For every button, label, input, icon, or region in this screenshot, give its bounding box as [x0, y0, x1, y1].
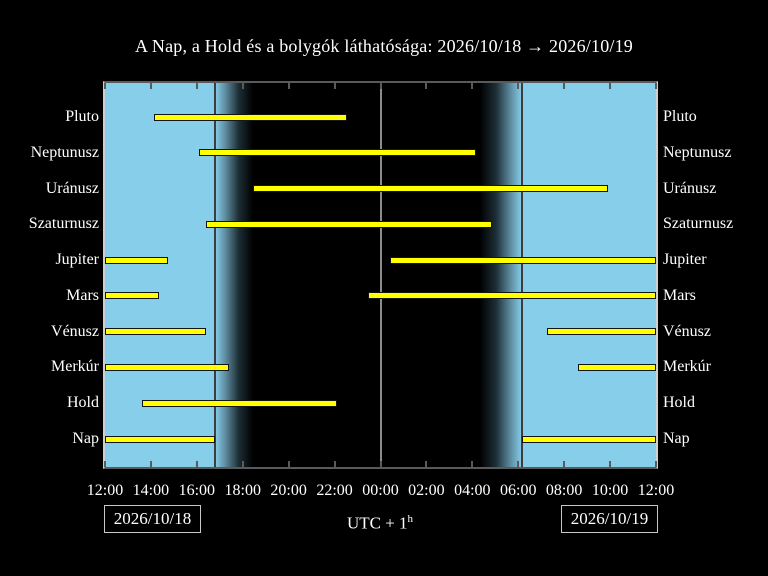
row-label-right-uránusz: Uránusz — [663, 179, 717, 197]
daylight-region-evening — [105, 83, 215, 467]
x-axis-tick-bottom — [379, 461, 382, 467]
row-label-right-hold: Hold — [663, 394, 695, 412]
row-label-left-neptunusz: Neptunusz — [30, 143, 99, 161]
visibility-bar-mars — [105, 292, 159, 300]
row-label-right-merkúr: Merkúr — [663, 358, 711, 376]
row-label-right-mars: Mars — [663, 286, 696, 304]
x-tick-label: 18:00 — [224, 482, 261, 499]
x-axis-tick-bottom — [655, 461, 657, 467]
x-tick-label: 12:00 — [637, 482, 675, 499]
row-label-right-nap: Nap — [663, 430, 690, 448]
x-axis-tick-bottom — [471, 461, 474, 467]
x-axis-tick-bottom — [149, 461, 152, 467]
row-label-left-vénusz: Vénusz — [51, 322, 99, 340]
row-label-right-neptunusz: Neptunusz — [663, 143, 732, 161]
row-label-left-jupiter: Jupiter — [55, 251, 99, 269]
dawn-twilight-gradient — [479, 83, 522, 467]
visibility-bar-pluto — [153, 113, 347, 121]
x-axis-tick-bottom — [241, 461, 244, 467]
x-tick-label: 16:00 — [178, 482, 216, 499]
row-label-left-hold: Hold — [67, 394, 99, 412]
visibility-bar-mars — [367, 292, 656, 300]
row-label-right-szaturnusz: Szaturnusz — [663, 215, 734, 233]
visibility-bar-merkúr — [577, 363, 656, 371]
x-tick-label: 02:00 — [408, 482, 445, 499]
x-axis-tick-bottom — [333, 461, 336, 467]
x-tick-label: 20:00 — [270, 482, 307, 499]
end-date-box: 2026/10/19 — [561, 505, 658, 533]
x-tick-label: 12:00 — [86, 482, 124, 499]
x-axis-tick-top — [195, 83, 198, 89]
row-label-left-pluto: Pluto — [65, 108, 99, 125]
sunrise-line — [520, 83, 523, 467]
visibility-bar-nap — [521, 435, 656, 443]
x-axis-tick-top — [655, 83, 657, 89]
utc-offset-label: UTC + 1h — [346, 513, 414, 533]
x-axis-tick-bottom — [195, 461, 198, 467]
plot-area — [103, 81, 658, 469]
x-axis-tick-bottom — [104, 461, 106, 467]
x-axis-tick-top — [241, 83, 244, 89]
x-axis-tick-top — [379, 83, 382, 89]
visibility-bar-vénusz — [546, 328, 656, 336]
visibility-bar-neptunusz — [198, 149, 476, 157]
x-tick-label: 14:00 — [132, 482, 170, 499]
sunset-line — [213, 83, 216, 467]
x-axis-tick-top — [425, 83, 428, 89]
x-axis-tick-top — [287, 83, 290, 89]
visibility-bar-vénusz — [105, 328, 207, 336]
x-axis-tick-bottom — [425, 461, 428, 467]
x-axis-tick-top — [563, 83, 566, 89]
x-axis-tick-top — [333, 83, 336, 89]
start-date-label: 2026/10/18 — [113, 509, 192, 528]
x-axis-tick-top — [471, 83, 474, 89]
x-axis-tick-top — [149, 83, 152, 89]
x-axis-tick-bottom — [563, 461, 566, 467]
visibility-bar-jupiter — [389, 256, 656, 264]
x-axis-tick-top — [609, 83, 612, 89]
x-tick-label: 00:00 — [362, 482, 399, 499]
chart-title: A Nap, a Hold és a bolygók láthatósága: … — [134, 36, 634, 56]
midnight-gridline — [379, 83, 382, 467]
end-date-label: 2026/10/19 — [570, 509, 649, 528]
x-axis-tick-top — [517, 83, 520, 89]
x-axis-tick-top — [104, 83, 106, 89]
row-label-right-vénusz: Vénusz — [663, 322, 711, 340]
x-axis-tick-bottom — [609, 461, 612, 467]
visibility-bar-uránusz — [252, 185, 608, 193]
row-label-left-szaturnusz: Szaturnusz — [28, 215, 99, 233]
x-tick-label: 22:00 — [316, 482, 353, 499]
visibility-bar-jupiter — [105, 256, 168, 264]
daylight-region-morning — [521, 83, 656, 467]
x-tick-label: 04:00 — [454, 482, 491, 499]
row-label-left-merkúr: Merkúr — [51, 358, 99, 376]
visibility-bar-szaturnusz — [206, 220, 492, 228]
visibility-bar-hold — [141, 399, 337, 407]
x-axis-tick-bottom — [287, 461, 290, 467]
start-date-box: 2026/10/18 — [104, 505, 201, 533]
row-label-right-pluto: Pluto — [663, 108, 697, 125]
row-label-left-nap: Nap — [72, 430, 99, 448]
x-tick-label: 06:00 — [500, 482, 537, 499]
row-label-right-jupiter: Jupiter — [663, 251, 707, 269]
x-axis-tick-bottom — [517, 461, 520, 467]
row-label-left-uránusz: Uránusz — [45, 179, 99, 197]
visibility-bar-merkúr — [105, 363, 229, 371]
row-label-left-mars: Mars — [66, 286, 99, 304]
dusk-twilight-gradient — [214, 83, 254, 467]
x-tick-label: 10:00 — [591, 482, 629, 499]
x-tick-label: 08:00 — [545, 482, 583, 499]
visibility-bar-nap — [105, 435, 215, 443]
